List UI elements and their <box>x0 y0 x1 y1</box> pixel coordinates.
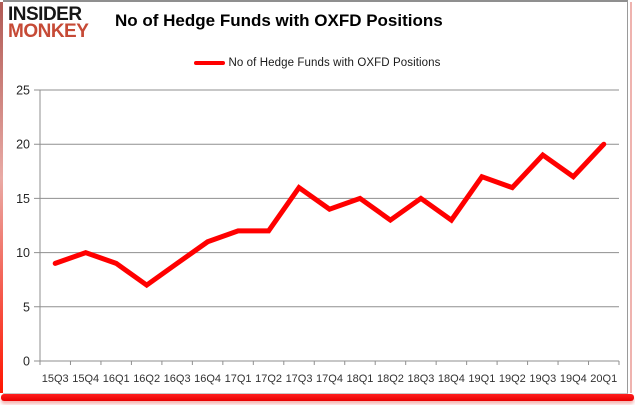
insider-monkey-logo: INSIDER MONKEY <box>8 4 89 43</box>
x-axis-tick-label: 17Q4 <box>316 373 343 385</box>
legend-line-swatch <box>194 61 226 65</box>
y-axis-tick-label: 15 <box>16 192 30 206</box>
x-axis-tick-label: 16Q3 <box>164 373 191 385</box>
x-axis-tick-label: 16Q1 <box>103 373 130 385</box>
logo-line-monkey: MONKEY <box>8 21 89 43</box>
x-axis-tick-label: 19Q2 <box>499 373 526 385</box>
x-axis-tick-label: 16Q4 <box>194 373 221 385</box>
y-axis-tick-label: 25 <box>16 84 30 98</box>
x-axis-tick-label: 18Q3 <box>407 373 434 385</box>
x-axis-tick-label: 18Q1 <box>347 373 374 385</box>
x-axis-tick-label: 20Q1 <box>590 373 617 385</box>
y-axis-tick-label: 0 <box>23 355 30 369</box>
left-red-border <box>0 2 3 393</box>
right-pink-border <box>630 2 632 393</box>
x-axis-tick-label: 19Q4 <box>560 373 587 385</box>
x-axis-tick-label: 16Q2 <box>133 373 160 385</box>
y-axis-tick-label: 10 <box>16 246 30 260</box>
y-axis-tick-label: 5 <box>23 300 30 314</box>
x-axis-tick-label: 17Q3 <box>286 373 313 385</box>
logo-line-insider: INSIDER <box>8 4 82 25</box>
x-axis-tick-label: 18Q4 <box>438 373 465 385</box>
x-axis-tick-label: 15Q4 <box>72 373 99 385</box>
x-axis-tick-label: 18Q2 <box>377 373 404 385</box>
bottom-red-bar <box>1 394 634 401</box>
x-axis-tick-label: 19Q3 <box>529 373 556 385</box>
x-axis-tick-label: 17Q1 <box>225 373 252 385</box>
chart-title: No of Hedge Funds with OXFD Positions <box>115 11 443 30</box>
legend: No of Hedge Funds with OXFD Positions <box>0 57 635 69</box>
y-axis-tick-label: 20 <box>16 138 30 152</box>
x-axis-tick-label: 15Q3 <box>42 373 69 385</box>
x-axis-tick-label: 17Q2 <box>255 373 282 385</box>
series-line-No of Hedge Funds with OXFD Positions <box>52 141 607 289</box>
x-axis-tick-label: 19Q1 <box>468 373 495 385</box>
legend-label: No of Hedge Funds with OXFD Positions <box>228 57 441 69</box>
